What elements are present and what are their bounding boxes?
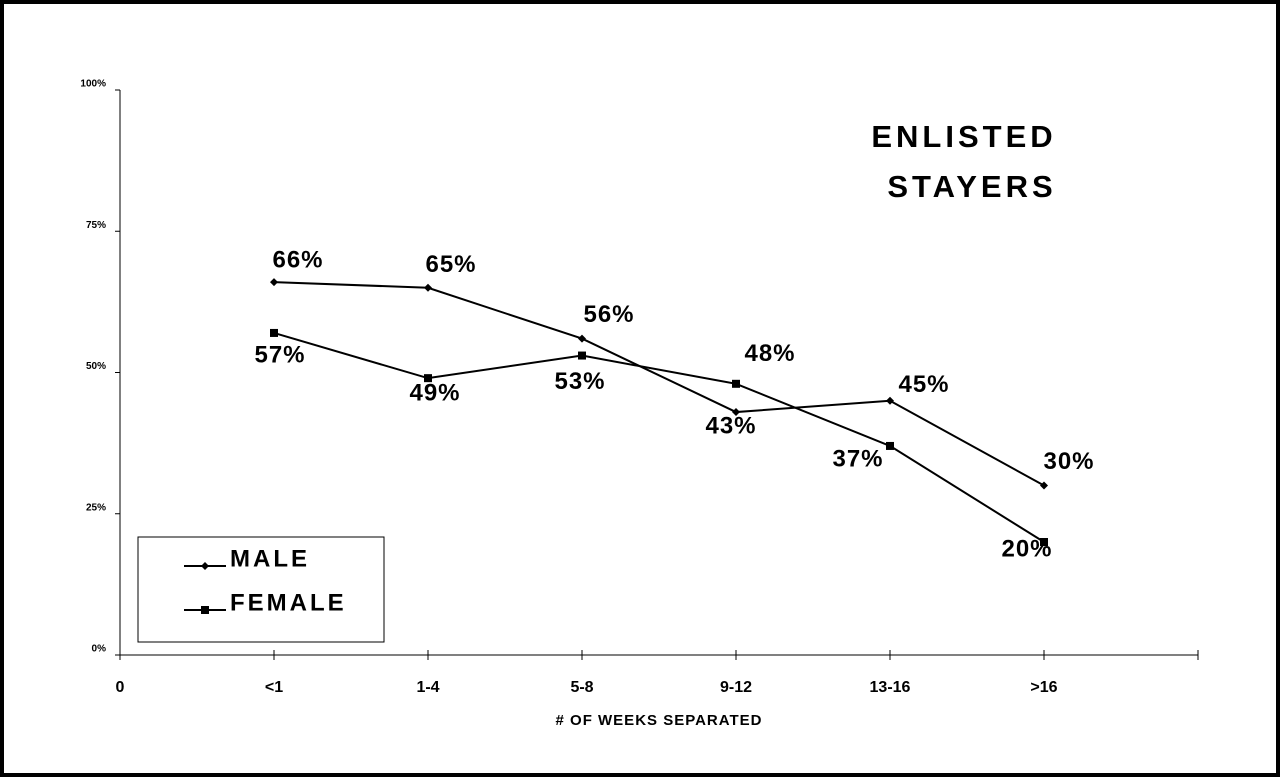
data-label: 57% [254, 341, 305, 368]
legend-label: MALE [230, 545, 310, 572]
x-tick-label: 13-16 [870, 679, 911, 696]
y-tick-label: 50% [86, 361, 106, 372]
data-label: 49% [409, 379, 460, 406]
x-axis-label: # OF WEEKS SEPARATED [556, 712, 763, 729]
legend-box [137, 536, 385, 643]
y-tick-label: 100% [80, 79, 106, 90]
data-label: 53% [554, 368, 605, 395]
y-tick-label: 25% [86, 502, 106, 513]
marker [732, 408, 740, 417]
series-line [273, 281, 1045, 487]
data-label: 37% [832, 445, 883, 472]
x-tick-label: >16 [1030, 679, 1057, 696]
y-tick-label: 0% [92, 644, 107, 655]
data-label: 66% [272, 246, 323, 273]
x-tick-label: 0 [116, 679, 125, 696]
legend-marker [201, 606, 209, 614]
marker [578, 351, 586, 360]
marker [578, 334, 586, 343]
data-label: 43% [705, 412, 756, 439]
x-tick-label: <1 [265, 679, 283, 696]
marker [1040, 538, 1048, 546]
x-tick-label: 9-12 [720, 679, 752, 696]
chart-title: STAYERS [887, 169, 1056, 204]
data-label: 65% [425, 251, 476, 278]
marker [732, 379, 740, 388]
marker [886, 441, 894, 450]
data-label: 45% [898, 371, 949, 398]
marker [424, 283, 432, 292]
legend-marker [201, 562, 209, 570]
marker [1040, 481, 1048, 490]
y-tick-label: 75% [86, 220, 106, 231]
data-label: 30% [1043, 448, 1094, 475]
marker [270, 328, 278, 337]
x-tick-label: 1-4 [416, 679, 439, 696]
data-label: 20% [1001, 535, 1052, 562]
marker [886, 396, 894, 405]
x-tick-label: 5-8 [570, 679, 593, 696]
marker [270, 278, 278, 287]
data-label: 48% [744, 340, 795, 367]
marker [424, 374, 432, 383]
chart-title: ENLISTED [871, 119, 1056, 154]
legend-label: FEMALE [230, 589, 347, 616]
series-line [273, 331, 1045, 543]
data-label: 56% [583, 301, 634, 328]
